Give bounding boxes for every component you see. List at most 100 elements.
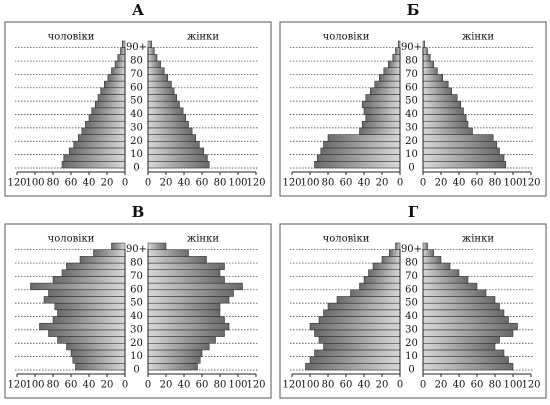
y-tick-label: 50 — [405, 96, 418, 107]
bar — [48, 329, 126, 337]
bar — [147, 349, 203, 357]
x-tick-label: 100 — [228, 178, 247, 189]
x-tick-label: 40 — [178, 380, 191, 391]
bar — [54, 302, 126, 311]
bar — [147, 94, 178, 102]
y-tick-label: 60 — [130, 284, 143, 295]
y-tick-label: 50 — [130, 298, 143, 309]
bar — [323, 141, 401, 149]
bar — [66, 262, 126, 270]
bar — [68, 147, 126, 155]
bar — [122, 40, 126, 48]
bar — [75, 363, 126, 371]
y-tick-label: 70 — [405, 69, 418, 80]
bar — [147, 161, 210, 169]
bar — [363, 276, 401, 284]
bar — [43, 296, 126, 304]
bar — [111, 67, 126, 75]
chart-title: А — [132, 1, 145, 19]
bar — [422, 249, 435, 257]
bar — [320, 147, 401, 155]
x-tick-label: 80 — [322, 380, 335, 391]
bar — [365, 94, 401, 102]
bar — [318, 336, 401, 344]
bar — [422, 242, 428, 250]
bar — [147, 309, 221, 317]
x-tick-label: 80 — [489, 380, 502, 391]
bar — [336, 296, 401, 304]
bar — [422, 74, 444, 82]
y-tick-label: 30 — [130, 122, 143, 133]
x-tick-label: 120 — [521, 178, 540, 189]
x-tick-label: 20 — [435, 380, 448, 391]
bar — [422, 47, 428, 55]
bar — [422, 363, 514, 371]
y-tick-label: 80 — [405, 258, 418, 269]
y-tick-label: 30 — [405, 122, 418, 133]
bar — [111, 242, 126, 250]
x-tick-label: 0 — [145, 178, 151, 189]
x-tick-label: 100 — [503, 178, 522, 189]
x-tick-label: 80 — [47, 178, 60, 189]
y-tick-label: 20 — [405, 338, 418, 349]
x-tick-label: 20 — [376, 380, 389, 391]
bar — [57, 309, 126, 317]
bar — [314, 161, 401, 169]
legend-label: чоловіки — [48, 234, 95, 245]
legend-label: чоловіки — [323, 234, 370, 245]
x-tick-label: 100 — [228, 380, 247, 391]
bar — [114, 60, 126, 68]
x-tick-label: 40 — [453, 380, 466, 391]
bar — [100, 87, 126, 95]
bar — [323, 343, 401, 351]
bar — [147, 67, 165, 75]
bar — [77, 134, 126, 142]
x-tick-label: 100 — [300, 178, 319, 189]
bar — [422, 336, 500, 344]
bar — [147, 256, 207, 264]
x-tick-label: 100 — [25, 178, 44, 189]
y-tick-label: 90+ — [401, 42, 422, 53]
x-tick-label: 0 — [420, 178, 426, 189]
bar — [359, 282, 401, 291]
bar — [72, 356, 126, 364]
bar — [91, 107, 126, 115]
panel-frame — [4, 223, 272, 399]
bar — [422, 262, 451, 270]
bar — [117, 54, 126, 62]
bar — [97, 94, 126, 102]
bar — [314, 329, 401, 337]
legend-label: чоловіки — [323, 32, 370, 43]
x-tick-label: 120 — [246, 380, 265, 391]
x-tick-label: 120 — [282, 178, 301, 189]
bar — [422, 343, 496, 351]
y-tick-label: 0 — [133, 163, 139, 174]
bar — [305, 363, 401, 371]
bar — [422, 141, 498, 149]
y-tick-label: 70 — [130, 69, 143, 80]
bar — [104, 80, 126, 89]
bar — [147, 100, 180, 109]
y-tick-label: 30 — [405, 324, 418, 335]
bar — [147, 120, 189, 129]
x-tick-label: 0 — [122, 380, 128, 391]
bar — [422, 356, 509, 364]
bar — [422, 309, 505, 317]
bar — [422, 120, 469, 129]
y-tick-label: 70 — [405, 271, 418, 282]
x-tick-label: 0 — [420, 380, 426, 391]
bar — [147, 127, 193, 135]
bar — [422, 80, 449, 89]
y-tick-label: 80 — [130, 258, 143, 269]
x-tick-label: 20 — [435, 178, 448, 189]
panel-frame — [279, 21, 547, 197]
bar — [422, 289, 487, 297]
y-tick-label: 40 — [405, 311, 418, 322]
x-tick-label: 60 — [471, 178, 484, 189]
y-tick-label: 20 — [130, 338, 143, 349]
bar — [422, 276, 469, 284]
bar — [61, 161, 126, 169]
bar — [88, 114, 126, 122]
bar — [327, 302, 401, 311]
bar — [422, 329, 514, 337]
